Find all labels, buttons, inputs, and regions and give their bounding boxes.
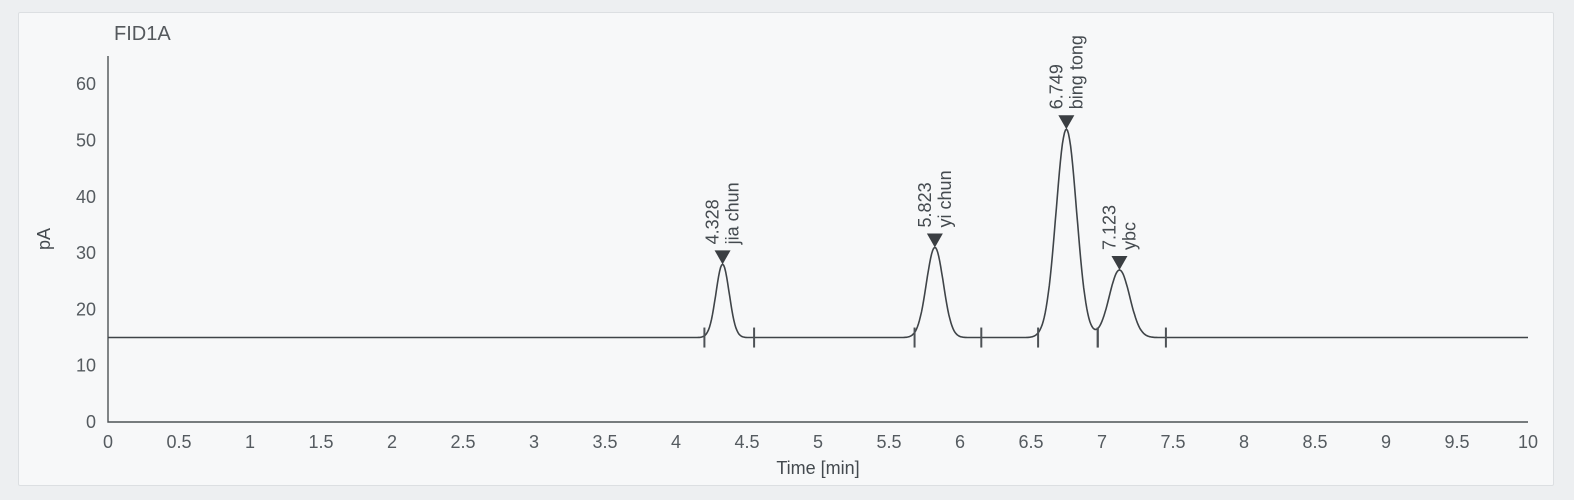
x-axis: 0 0.5 1 1.5 2 2.5 3 3.5 4 4.5 5 5.5 6 6.5 7 7.5 8 8.5 9 9.5… bbox=[103, 422, 1538, 452]
x-tick-label: 7.5 bbox=[1160, 432, 1185, 452]
y-tick-label: 30 bbox=[76, 243, 96, 263]
x-tick-label: 5 bbox=[813, 432, 823, 452]
chromatogram-chart: FID1A 0 10 20 30 40 50 60 pA 0 0.5 1 1.5 2 2.5 3 3.5 4 4.5… bbox=[18, 12, 1554, 486]
peak-rt: 5.823 bbox=[915, 182, 935, 227]
peak-name-label: yi chun bbox=[935, 170, 955, 227]
y-tick-label: 40 bbox=[76, 187, 96, 207]
chart-title: FID1A bbox=[114, 23, 171, 45]
y-axis: 0 10 20 30 40 50 60 bbox=[76, 74, 108, 432]
x-tick-label: 8 bbox=[1239, 432, 1249, 452]
x-tick-label: 5.5 bbox=[876, 432, 901, 452]
x-tick-label: 7 bbox=[1097, 432, 1107, 452]
peak-rt-label: 5.823 bbox=[915, 182, 935, 227]
y-tick-label: 20 bbox=[76, 299, 96, 319]
x-tick-label: 6.5 bbox=[1018, 432, 1043, 452]
x-tick-label: 1.5 bbox=[308, 432, 333, 452]
peak-name-label: bing tong bbox=[1066, 35, 1086, 109]
peak-rt-label: 6.749 bbox=[1046, 64, 1066, 109]
x-tick-label: 4.5 bbox=[734, 432, 759, 452]
peak-rt: 4.328 bbox=[703, 199, 723, 244]
peak-marker bbox=[927, 233, 943, 247]
x-tick-label: 2.5 bbox=[450, 432, 475, 452]
x-tick-label: 3.5 bbox=[592, 432, 617, 452]
x-axis-label: Time [min] bbox=[776, 458, 859, 478]
peak-marker bbox=[1058, 115, 1074, 129]
peak-label: 5.823yi chun bbox=[915, 170, 955, 227]
peak-name-label: jia chun bbox=[723, 182, 743, 245]
x-tick-label: 4 bbox=[671, 432, 681, 452]
x-tick-label: 6 bbox=[955, 432, 965, 452]
x-tick-label: 0 bbox=[103, 432, 113, 452]
chart-sheet: FID1A 0 10 20 30 40 50 60 pA 0 0.5 1 1.5 2 2.5 3 3.5 4 4.5… bbox=[18, 12, 1554, 486]
peak-rt-label: 4.328 bbox=[703, 199, 723, 244]
x-tick-label: 9.5 bbox=[1444, 432, 1469, 452]
peak-label: 4.328jia chun bbox=[703, 182, 743, 245]
peak-rt: 6.749 bbox=[1046, 64, 1066, 109]
x-tick-label: 0.5 bbox=[166, 432, 191, 452]
x-tick-label: 10 bbox=[1518, 432, 1538, 452]
axes bbox=[108, 56, 1528, 422]
y-tick-label: 10 bbox=[76, 356, 96, 376]
peak-label: 7.123ybc bbox=[1099, 205, 1139, 250]
y-tick-label: 50 bbox=[76, 130, 96, 150]
x-tick-label: 1 bbox=[245, 432, 255, 452]
signal-trace bbox=[108, 129, 1528, 337]
x-tick-label: 2 bbox=[387, 432, 397, 452]
y-axis-label: pA bbox=[34, 228, 54, 250]
peak-rt: 7.123 bbox=[1099, 205, 1119, 250]
page: FID1A 0 10 20 30 40 50 60 pA 0 0.5 1 1.5 2 2.5 3 3.5 4 4.5… bbox=[0, 0, 1574, 500]
x-tick-label: 3 bbox=[529, 432, 539, 452]
peak-rt-label: 7.123 bbox=[1099, 205, 1119, 250]
x-tick-label: 8.5 bbox=[1302, 432, 1327, 452]
peak-marker bbox=[715, 250, 731, 264]
peak-marker bbox=[1111, 256, 1127, 270]
peak-name-label: ybc bbox=[1119, 222, 1139, 250]
peak-label: 6.749bing tong bbox=[1046, 35, 1086, 109]
y-tick-label: 60 bbox=[76, 74, 96, 94]
y-tick-label: 0 bbox=[86, 412, 96, 432]
x-tick-label: 9 bbox=[1381, 432, 1391, 452]
